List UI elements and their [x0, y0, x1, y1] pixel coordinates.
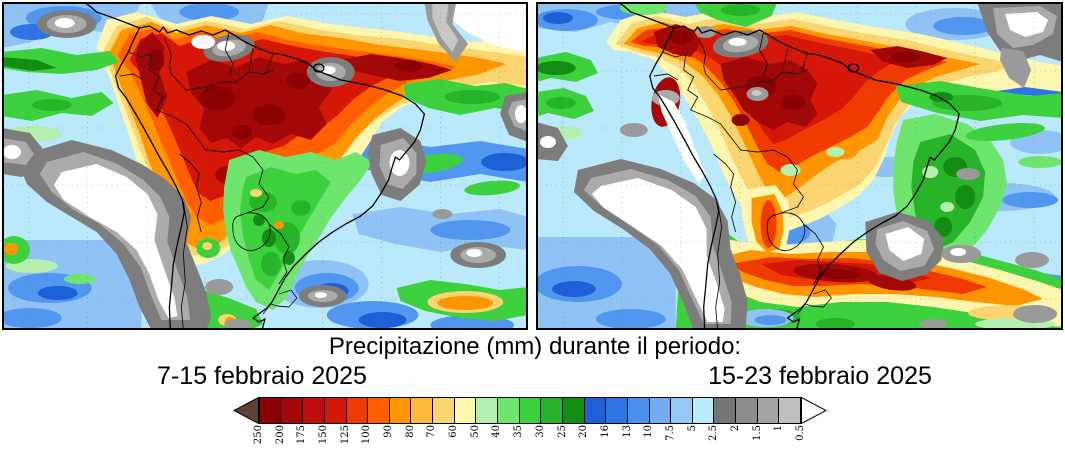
colorbar-tick-label: 70 [426, 425, 438, 438]
precip-map-week2-svg [536, 2, 1063, 330]
heavy-rain-core-amazon [96, 12, 528, 268]
colorbar-tick-label: 2.5 [708, 425, 720, 441]
colorbar-bar [233, 397, 827, 424]
colorbar-tick-label: 1.5 [751, 425, 763, 441]
heavy-rain-core-amazon [605, 10, 1063, 234]
colorbar-tick-label: 13 [621, 425, 633, 438]
colorbar-tick-label: 250 [253, 425, 264, 445]
colorbar-tick-label: 100 [361, 425, 373, 445]
precip-map-week2 [536, 2, 1063, 330]
colorbar-right-arrow [801, 397, 827, 424]
colorbar-left-arrow-shape [233, 397, 259, 424]
colorbar-tick-label: 125 [339, 425, 351, 445]
colorbar-tick-label: 25 [556, 425, 568, 438]
precip-colorbar: 250 200 175 150 125 100 90 80 70 60 50 40 35 30 25 20 16… [233, 397, 827, 453]
colorbar-tick-label: 90 [383, 425, 395, 438]
figure-caption: Precipitazione (mm) durante il periodo: [328, 333, 742, 360]
colorbar-cells [259, 397, 802, 424]
colorbar-left-arrow [233, 397, 259, 424]
colorbar-cell [778, 397, 802, 424]
colorbar-tick-label: 10 [643, 425, 655, 438]
precip-map-week1 [2, 2, 528, 330]
period-label-week2: 15-23 febbraio 2025 [708, 362, 932, 390]
colorbar-tick-label: 1 [773, 425, 785, 432]
map-frame [536, 2, 1063, 330]
colorbar-tick-label: 200 [274, 425, 286, 445]
period-label-week1: 7-15 febbraio 2025 [157, 362, 367, 390]
colorbar-right-arrow-shape [801, 397, 827, 424]
dry-gray-areas [536, 2, 1063, 330]
colorbar-tick-label: 20 [578, 425, 590, 438]
country-borders [653, 31, 832, 330]
colorbar-tick-label: 60 [448, 425, 460, 438]
map-frame [2, 2, 528, 330]
colorbar-tick-label: 150 [318, 425, 330, 445]
colorbar-tick-label: 30 [534, 425, 546, 438]
colorbar-tick-label: 50 [469, 425, 481, 438]
colorbar-tick-label: 80 [404, 425, 416, 438]
colorbar-tick-label: 40 [491, 425, 503, 438]
country-borders [119, 31, 298, 330]
colorbar-labels: 250 200 175 150 125 100 90 80 70 60 50 40 35 30 25 20 16… [233, 397, 827, 453]
colorbar-tick-label: 35 [513, 425, 525, 438]
colorbar-tick-label: 5 [686, 425, 698, 432]
colorbar-tick-label: 2 [729, 425, 741, 432]
colorbar-tick-label: 7.5 [664, 425, 676, 441]
colorbar-tick-label: 175 [296, 425, 308, 445]
precip-map-week1-svg [2, 2, 528, 330]
colorbar-tick-label: 0.5 [795, 425, 806, 441]
colorbar-tick-label: 16 [599, 425, 611, 438]
